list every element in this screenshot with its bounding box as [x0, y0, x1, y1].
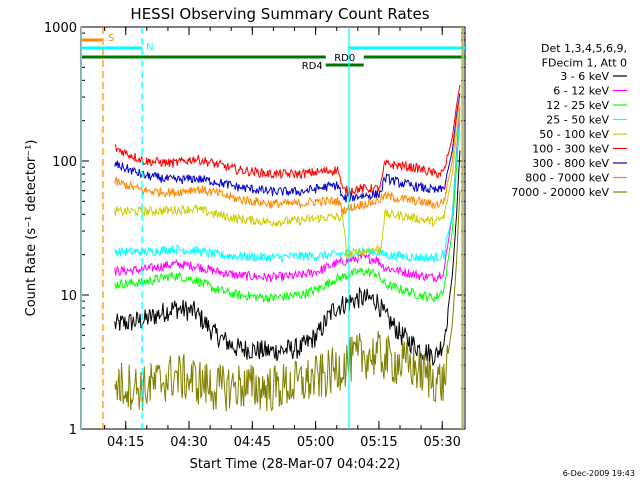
legend: Det 1,3,4,5,6,9, FDecim 1, Att 03 - 6 keV… [511, 42, 627, 199]
x-tick-label: 04:15 [107, 435, 144, 450]
x-tick-label: 04:30 [170, 435, 207, 450]
flag-label: RD4 [302, 61, 323, 72]
x-axis-ticks: 04:15 04:30 04:45 05:00 05:15 05:30 [104, 27, 464, 450]
plot-frame [80, 26, 466, 430]
series-line-7 [114, 97, 461, 215]
flag-label: RD0 [334, 53, 355, 64]
flag-bars: S N RD0 RD4 [81, 33, 465, 72]
chart-title: HESSI Observing Summary Count Rates [130, 5, 429, 23]
y-tick-label: 10 [60, 289, 77, 304]
x-tick-label: 04:45 [234, 435, 271, 450]
series-line-1 [114, 107, 461, 283]
x-tick-label: 05:30 [423, 435, 460, 450]
legend-header: Det 1,3,4,5,6,9, [541, 42, 627, 55]
series-line-4 [114, 105, 461, 260]
series-lines [114, 84, 461, 412]
series-line-6 [114, 93, 461, 203]
legend-entry: 50 - 100 keV [539, 128, 609, 141]
flag-label: S [108, 33, 114, 44]
flag-label: N [146, 42, 153, 53]
series-line-3 [114, 115, 461, 263]
y-tick-label: 1000 [44, 21, 77, 36]
legend-entry: 25 - 50 keV [546, 114, 609, 127]
legend-entry: 800 - 7000 keV [525, 172, 609, 185]
legend-header: FDecim 1, Att 0 [542, 57, 627, 70]
x-axis-label: Start Time (28-Mar-07 04:04:22) [190, 457, 401, 472]
series-line-2 [114, 120, 461, 303]
series-line-5 [114, 84, 461, 196]
legend-entry: 6 - 12 keV [553, 85, 609, 98]
y-tick-label: 100 [52, 155, 77, 170]
footer-date: 6-Dec-2009 19:43 [563, 469, 635, 478]
x-tick-label: 05:15 [360, 435, 397, 450]
series-line-0 [114, 150, 461, 366]
legend-entry: 100 - 300 keV [532, 143, 609, 156]
y-axis-ticks: 1 10 100 1000 [44, 21, 465, 438]
legend-entry: 12 - 25 keV [546, 99, 609, 112]
series-line-8 [114, 190, 461, 412]
legend-entry: 3 - 6 keV [560, 70, 609, 83]
vertical-markers [80, 27, 464, 429]
legend-entry: 7000 - 20000 keV [511, 186, 609, 199]
legend-entry: 300 - 800 keV [532, 157, 609, 170]
y-tick-label: 1 [69, 423, 77, 438]
y-axis-label: Count Rate (s⁻¹ detector⁻¹) [24, 140, 39, 317]
x-tick-label: 05:00 [297, 435, 334, 450]
